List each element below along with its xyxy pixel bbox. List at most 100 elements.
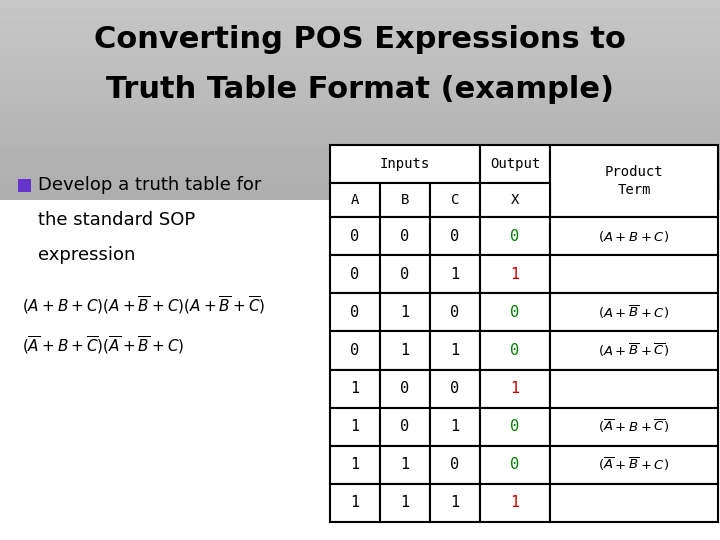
FancyBboxPatch shape [330, 255, 380, 293]
Text: C: C [451, 193, 459, 207]
Text: the standard SOP: the standard SOP [38, 211, 195, 229]
FancyBboxPatch shape [480, 293, 550, 332]
Text: expression: expression [38, 246, 135, 264]
FancyBboxPatch shape [550, 293, 718, 332]
Text: 1: 1 [400, 305, 410, 320]
FancyBboxPatch shape [480, 145, 550, 183]
FancyBboxPatch shape [18, 179, 31, 192]
Text: 0: 0 [400, 381, 410, 396]
Text: 0: 0 [400, 267, 410, 282]
FancyBboxPatch shape [430, 217, 480, 255]
Text: 1: 1 [451, 419, 459, 434]
Text: 0: 0 [510, 457, 520, 472]
FancyBboxPatch shape [430, 369, 480, 408]
FancyBboxPatch shape [330, 332, 380, 369]
Text: 1: 1 [400, 343, 410, 358]
Text: 1: 1 [351, 381, 359, 396]
Text: Truth Table Format (example): Truth Table Format (example) [106, 76, 614, 105]
FancyBboxPatch shape [330, 369, 380, 408]
Text: 0: 0 [510, 228, 520, 244]
FancyBboxPatch shape [380, 293, 430, 332]
FancyBboxPatch shape [480, 183, 550, 217]
Text: 0: 0 [400, 228, 410, 244]
FancyBboxPatch shape [330, 183, 380, 217]
FancyBboxPatch shape [550, 369, 718, 408]
Text: 0: 0 [510, 305, 520, 320]
FancyBboxPatch shape [380, 369, 430, 408]
FancyBboxPatch shape [330, 408, 380, 445]
FancyBboxPatch shape [550, 217, 718, 255]
Text: $(\overline{A}+B+\overline{C})(\overline{A}+\overline{B}+C)$: $(\overline{A}+B+\overline{C})(\overline… [22, 334, 184, 356]
Text: 0: 0 [351, 305, 359, 320]
FancyBboxPatch shape [550, 255, 718, 293]
FancyBboxPatch shape [430, 293, 480, 332]
FancyBboxPatch shape [550, 446, 718, 484]
Text: A: A [351, 193, 359, 207]
FancyBboxPatch shape [480, 217, 550, 255]
Text: 0: 0 [510, 343, 520, 358]
Text: $(\overline{A}+\overline{B}+C)$: $(\overline{A}+\overline{B}+C)$ [598, 456, 670, 474]
FancyBboxPatch shape [380, 217, 430, 255]
Text: Product
Term: Product Term [605, 165, 663, 197]
FancyBboxPatch shape [480, 408, 550, 445]
Text: 1: 1 [451, 495, 459, 510]
Text: 1: 1 [351, 495, 359, 510]
Text: X: X [510, 193, 519, 207]
Text: 0: 0 [351, 267, 359, 282]
FancyBboxPatch shape [0, 200, 720, 540]
Text: 1: 1 [510, 267, 520, 282]
FancyBboxPatch shape [330, 217, 380, 255]
FancyBboxPatch shape [430, 255, 480, 293]
FancyBboxPatch shape [550, 484, 718, 522]
Text: 0: 0 [451, 381, 459, 396]
FancyBboxPatch shape [330, 145, 480, 183]
FancyBboxPatch shape [330, 293, 380, 332]
FancyBboxPatch shape [430, 332, 480, 369]
FancyBboxPatch shape [380, 446, 430, 484]
Text: 1: 1 [351, 457, 359, 472]
Text: 1: 1 [451, 343, 459, 358]
Text: 1: 1 [351, 419, 359, 434]
Text: 0: 0 [451, 228, 459, 244]
Text: 1: 1 [510, 381, 520, 396]
FancyBboxPatch shape [430, 446, 480, 484]
Text: 1: 1 [510, 495, 520, 510]
FancyBboxPatch shape [380, 255, 430, 293]
Text: 0: 0 [510, 419, 520, 434]
FancyBboxPatch shape [380, 183, 430, 217]
Text: 0: 0 [400, 419, 410, 434]
FancyBboxPatch shape [480, 446, 550, 484]
Text: Converting POS Expressions to: Converting POS Expressions to [94, 25, 626, 55]
FancyBboxPatch shape [430, 408, 480, 445]
Text: Output: Output [490, 157, 540, 171]
Text: 1: 1 [451, 267, 459, 282]
Text: $(A+\overline{B}+C)$: $(A+\overline{B}+C)$ [598, 303, 670, 321]
Text: 1: 1 [400, 457, 410, 472]
Text: 0: 0 [351, 228, 359, 244]
FancyBboxPatch shape [480, 484, 550, 522]
FancyBboxPatch shape [550, 145, 718, 217]
Text: 0: 0 [451, 305, 459, 320]
Text: $(\overline{A}+B+\overline{C})$: $(\overline{A}+B+\overline{C})$ [598, 418, 670, 435]
FancyBboxPatch shape [330, 484, 380, 522]
Text: $(A+\overline{B}+\overline{C})$: $(A+\overline{B}+\overline{C})$ [598, 342, 670, 359]
Text: Inputs: Inputs [380, 157, 430, 171]
Text: 0: 0 [451, 457, 459, 472]
FancyBboxPatch shape [430, 183, 480, 217]
Text: B: B [401, 193, 409, 207]
FancyBboxPatch shape [380, 332, 430, 369]
FancyBboxPatch shape [330, 446, 380, 484]
FancyBboxPatch shape [480, 369, 550, 408]
Text: 1: 1 [400, 495, 410, 510]
Text: $(A+B+C)(A+\overline{B}+C)(A+\overline{B}+\overline{C})$: $(A+B+C)(A+\overline{B}+C)(A+\overline{B… [22, 294, 265, 316]
Text: 0: 0 [351, 343, 359, 358]
FancyBboxPatch shape [550, 408, 718, 445]
FancyBboxPatch shape [380, 408, 430, 445]
FancyBboxPatch shape [480, 332, 550, 369]
FancyBboxPatch shape [380, 484, 430, 522]
Text: $(A+B+C)$: $(A+B+C)$ [598, 228, 670, 244]
FancyBboxPatch shape [480, 255, 550, 293]
FancyBboxPatch shape [550, 332, 718, 369]
Text: Develop a truth table for: Develop a truth table for [38, 176, 261, 194]
FancyBboxPatch shape [430, 484, 480, 522]
